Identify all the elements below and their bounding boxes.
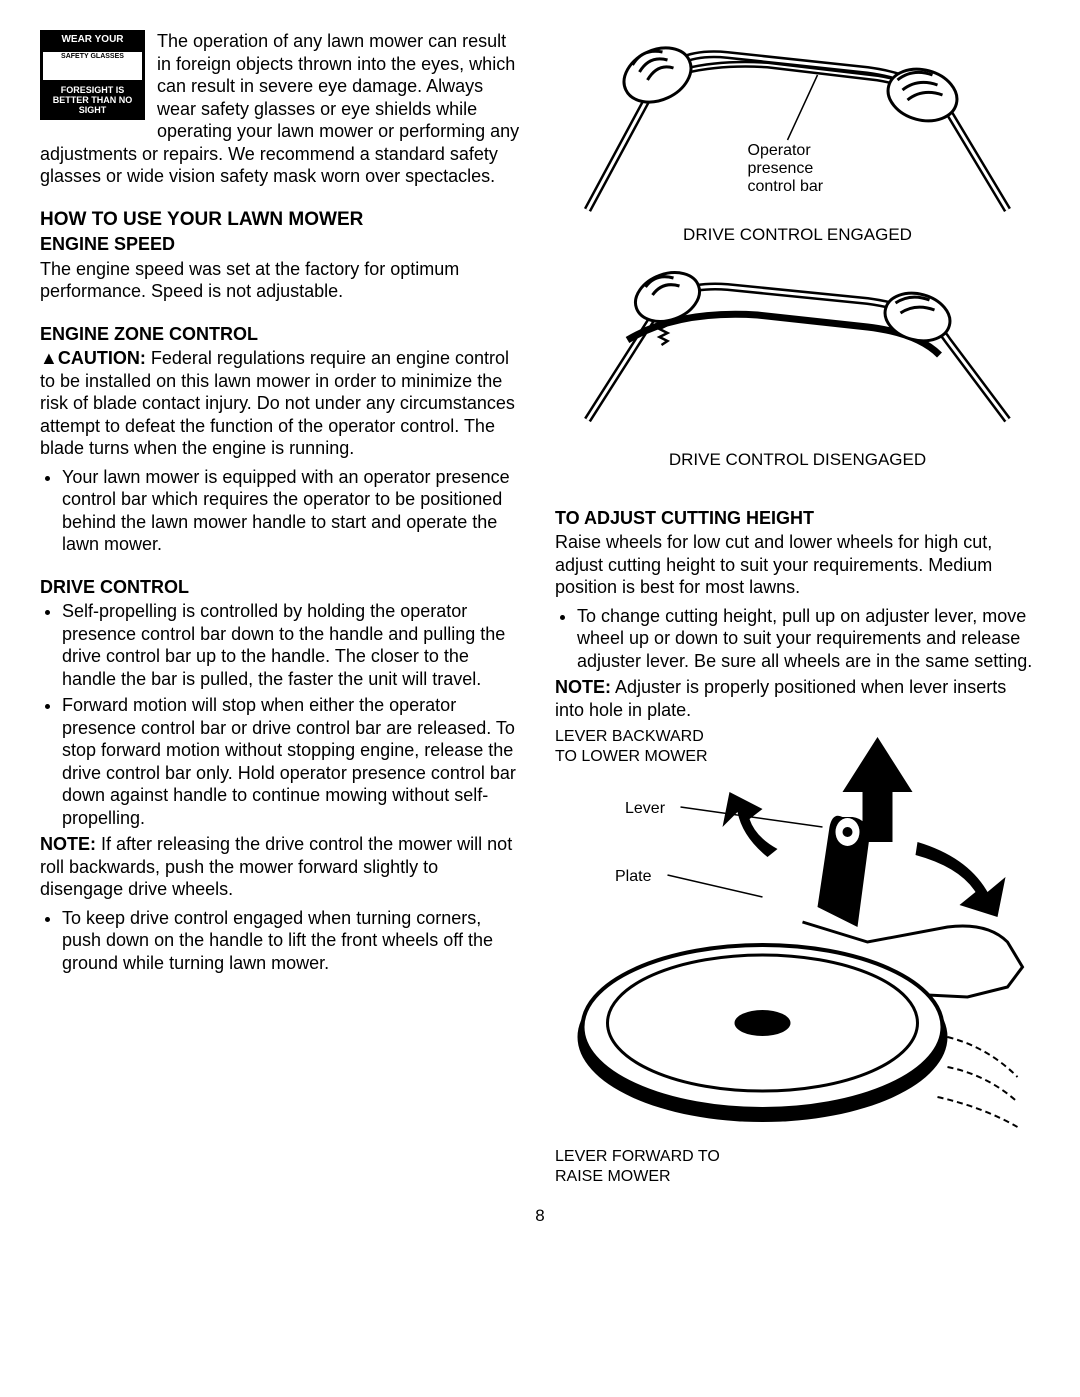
engine-speed-heading: ENGINE SPEED xyxy=(40,233,525,256)
drive-disengaged-diagram xyxy=(555,255,1040,445)
safety-goggles-icon: SAFETY GLASSES xyxy=(43,52,142,80)
list-item: To change cutting height, pull up on adj… xyxy=(577,605,1040,673)
left-column: WEAR YOUR SAFETY GLASSES FORESIGHT IS BE… xyxy=(40,30,525,1187)
svg-text:presence: presence xyxy=(748,160,814,177)
note-label: NOTE: xyxy=(555,677,611,697)
list-item: Your lawn mower is equipped with an oper… xyxy=(62,466,525,556)
list-item: Forward motion will stop when either the… xyxy=(62,694,525,829)
safety-glasses-warning-box: WEAR YOUR SAFETY GLASSES FORESIGHT IS BE… xyxy=(40,30,145,120)
note-text: Adjuster is properly positioned when lev… xyxy=(555,677,1006,720)
warning-line1: WEAR YOUR xyxy=(43,34,142,47)
two-column-layout: WEAR YOUR SAFETY GLASSES FORESIGHT IS BE… xyxy=(40,30,1040,1187)
engine-speed-text: The engine speed was set at the factory … xyxy=(40,258,525,303)
lever-forward-label: LEVER FORWARD TO RAISE MOWER xyxy=(555,1147,725,1187)
engine-zone-heading: ENGINE ZONE CONTROL xyxy=(40,323,525,346)
intro-block: WEAR YOUR SAFETY GLASSES FORESIGHT IS BE… xyxy=(40,30,525,188)
right-column: Operator presence control bar DRIVE CONT… xyxy=(555,30,1040,1187)
warning-triangle-icon: ▲ xyxy=(40,347,58,370)
drive-control-heading: DRIVE CONTROL xyxy=(40,576,525,599)
cutting-height-text: Raise wheels for low cut and lower wheel… xyxy=(555,531,1040,599)
page-number: 8 xyxy=(40,1205,1040,1226)
drive-control-list: Self-propelling is controlled by holding… xyxy=(40,600,525,829)
warning-line3: FORESIGHT IS BETTER THAN NO SIGHT xyxy=(43,86,142,116)
list-item: To keep drive control engaged when turni… xyxy=(62,907,525,975)
main-heading: HOW TO USE YOUR LAWN MOWER xyxy=(40,208,525,232)
svg-text:control bar: control bar xyxy=(748,178,824,195)
list-item: Self-propelling is controlled by holding… xyxy=(62,600,525,690)
cutting-height-heading: TO ADJUST CUTTING HEIGHT xyxy=(555,507,1040,530)
drive-control-note: NOTE: If after releasing the drive contr… xyxy=(40,833,525,901)
caution-label: CAUTION: xyxy=(58,348,146,368)
note-label: NOTE: xyxy=(40,834,96,854)
cutting-height-list: To change cutting height, pull up on adj… xyxy=(555,605,1040,673)
engine-zone-list: Your lawn mower is equipped with an oper… xyxy=(40,466,525,556)
warning-line2: SAFETY GLASSES xyxy=(43,53,142,62)
wheel-adjuster-diagram: LEVER BACKWARD TO LOWER MOWER Lever Plat… xyxy=(555,727,1040,1187)
operator-label-line1: Operator xyxy=(748,142,812,159)
disengaged-caption: DRIVE CONTROL DISENGAGED xyxy=(555,449,1040,470)
note-text: If after releasing the drive control the… xyxy=(40,834,512,899)
engaged-caption: DRIVE CONTROL ENGAGED xyxy=(555,224,1040,245)
cutting-height-note: NOTE: Adjuster is properly positioned wh… xyxy=(555,676,1040,721)
engine-zone-caution: ▲CAUTION: Federal regulations require an… xyxy=(40,347,525,460)
drive-control-list2: To keep drive control engaged when turni… xyxy=(40,907,525,975)
drive-engaged-diagram: Operator presence control bar xyxy=(555,30,1040,220)
